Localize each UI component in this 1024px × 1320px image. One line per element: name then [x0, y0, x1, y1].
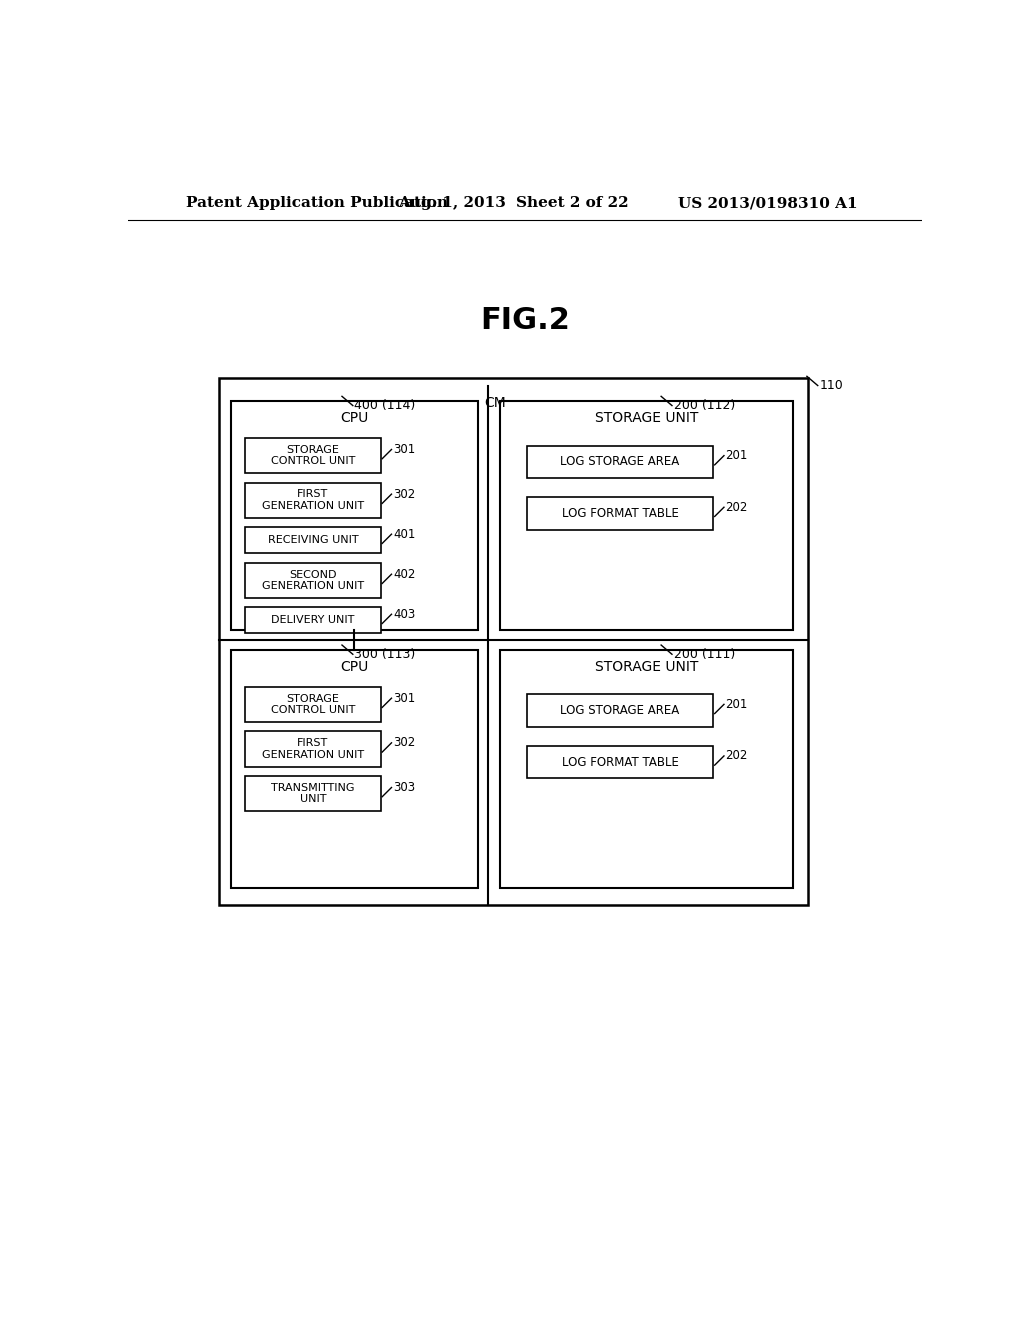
Text: FIRST
GENERATION UNIT: FIRST GENERATION UNIT [262, 738, 364, 760]
Text: 200 (112): 200 (112) [674, 399, 735, 412]
Text: Patent Application Publication: Patent Application Publication [186, 197, 449, 210]
Text: 401: 401 [393, 528, 416, 541]
Bar [245, 483, 381, 517]
Text: CPU: CPU [340, 660, 369, 673]
Bar [500, 401, 793, 631]
Text: 402: 402 [393, 568, 416, 581]
Text: TRANSMITTING
UNIT: TRANSMITTING UNIT [271, 783, 354, 804]
Bar [527, 746, 713, 779]
Bar [245, 527, 381, 553]
Text: 302: 302 [393, 487, 416, 500]
Text: FIG.2: FIG.2 [480, 306, 569, 334]
Text: CPU: CPU [340, 411, 369, 425]
Bar [231, 401, 477, 631]
Bar [245, 776, 381, 812]
Text: FIRST
GENERATION UNIT: FIRST GENERATION UNIT [262, 490, 364, 511]
Text: DELIVERY UNIT: DELIVERY UNIT [271, 615, 354, 626]
Bar [245, 731, 381, 767]
Bar [245, 607, 381, 634]
Text: STORAGE UNIT: STORAGE UNIT [595, 660, 698, 673]
Text: SECOND
GENERATION UNIT: SECOND GENERATION UNIT [262, 569, 364, 591]
Text: 200 (111): 200 (111) [674, 648, 735, 661]
Bar [500, 649, 793, 888]
Text: 303: 303 [393, 781, 415, 795]
Text: 400 (114): 400 (114) [354, 399, 416, 412]
Text: LOG FORMAT TABLE: LOG FORMAT TABLE [562, 755, 679, 768]
Text: STORAGE UNIT: STORAGE UNIT [595, 411, 698, 425]
Bar [527, 694, 713, 726]
Bar [245, 438, 381, 474]
Text: Sheet 2 of 22: Sheet 2 of 22 [515, 197, 628, 210]
Text: RECEIVING UNIT: RECEIVING UNIT [267, 536, 358, 545]
Bar [527, 498, 713, 529]
Text: 302: 302 [393, 737, 416, 750]
Bar [245, 562, 381, 598]
Text: LOG STORAGE AREA: LOG STORAGE AREA [560, 704, 680, 717]
Text: LOG STORAGE AREA: LOG STORAGE AREA [560, 455, 680, 469]
Text: 301: 301 [393, 692, 416, 705]
Text: STORAGE
CONTROL UNIT: STORAGE CONTROL UNIT [270, 693, 355, 715]
Text: 201: 201 [726, 698, 748, 711]
Text: 201: 201 [726, 449, 748, 462]
Text: 202: 202 [726, 500, 748, 513]
Text: CM: CM [484, 396, 506, 409]
Text: 202: 202 [726, 750, 748, 763]
Text: 301: 301 [393, 444, 416, 455]
Text: 403: 403 [393, 607, 416, 620]
Text: LOG FORMAT TABLE: LOG FORMAT TABLE [562, 507, 679, 520]
Bar [231, 649, 477, 888]
Bar [219, 378, 809, 906]
Text: STORAGE
CONTROL UNIT: STORAGE CONTROL UNIT [270, 445, 355, 466]
Text: US 2013/0198310 A1: US 2013/0198310 A1 [678, 197, 858, 210]
Text: 110: 110 [819, 379, 843, 392]
Bar [527, 446, 713, 478]
Bar [245, 686, 381, 722]
Text: 300 (113): 300 (113) [354, 648, 416, 661]
Text: Aug. 1, 2013: Aug. 1, 2013 [397, 197, 506, 210]
